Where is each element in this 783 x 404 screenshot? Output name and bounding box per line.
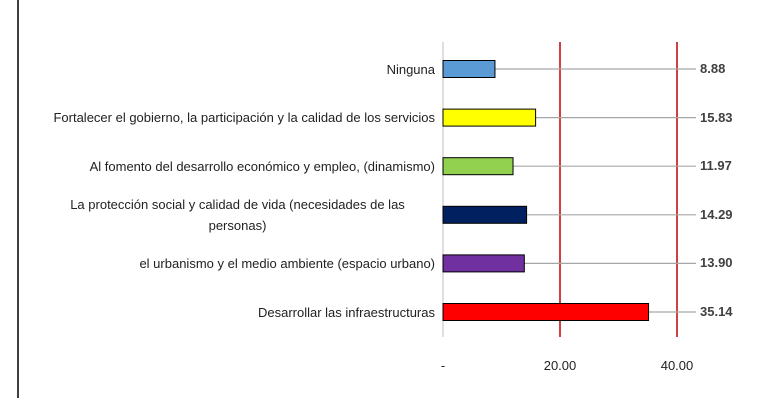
label-text: Al fomento del desarrollo económico y em… — [89, 158, 435, 174]
label-text: Desarrollar las infraestructuras — [257, 304, 435, 320]
data-label: 14.29 — [700, 206, 733, 222]
data-label: 13.90 — [700, 255, 733, 271]
category-label: La protección social y calidad de vida (… — [35, 194, 435, 236]
x-tick-label: 40.00 — [660, 358, 694, 373]
label-text: La protección social y calidad de vida (… — [70, 196, 405, 233]
label-text: Ninguna — [386, 61, 435, 77]
x-tick-label: 20.00 — [543, 358, 577, 373]
data-label: 35.14 — [700, 304, 733, 319]
bar — [442, 254, 525, 273]
data-label: 11.97 — [700, 158, 732, 174]
label-text: el urbanismo y el medio ambiente (espaci… — [139, 255, 435, 271]
bar — [442, 303, 650, 321]
bar — [442, 108, 537, 127]
label-text: Fortalecer el gobierno, la participación… — [53, 110, 435, 126]
bar — [442, 60, 496, 78]
category-label: Fortalecer el gobierno, la participación… — [35, 107, 435, 128]
category-label: Al fomento del desarrollo económico y em… — [35, 156, 435, 177]
bar — [442, 205, 528, 224]
x-tick-label: - — [440, 358, 446, 373]
data-label: 8.88 — [700, 61, 726, 76]
category-label: el urbanismo y el medio ambiente (espaci… — [35, 253, 435, 274]
bar — [442, 157, 514, 176]
category-label: Ninguna — [35, 59, 435, 80]
data-label: 15.83 — [700, 109, 733, 125]
category-label: Desarrollar las infraestructuras — [35, 302, 435, 323]
